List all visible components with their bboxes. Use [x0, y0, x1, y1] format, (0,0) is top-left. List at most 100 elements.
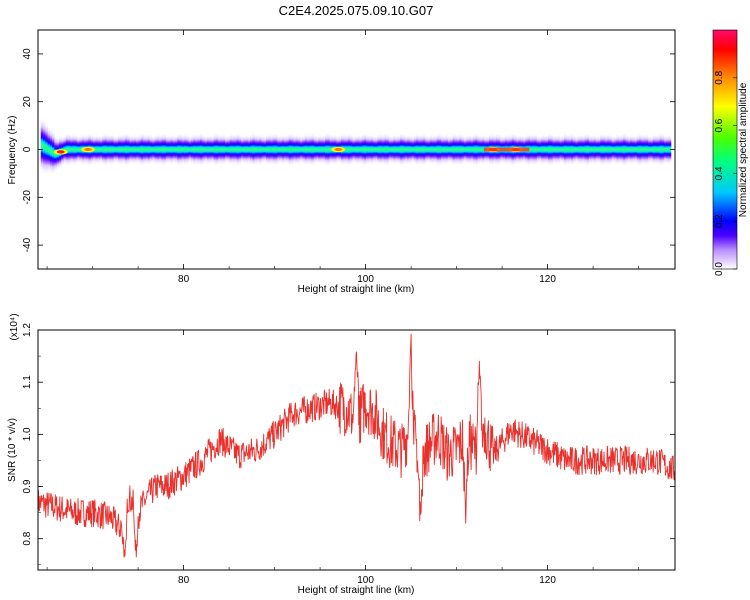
spectral-band-segment — [381, 133, 385, 166]
snr-y-tick-label: 0.8 — [22, 531, 33, 545]
colorbar-tick-label: 0.2 — [714, 214, 725, 228]
spectral-band-segment — [97, 134, 101, 165]
spectral-band-segment — [295, 133, 299, 166]
spectral-band-segment — [284, 134, 287, 165]
spectral-band-segment — [434, 134, 437, 165]
spectral-band-segment — [79, 134, 83, 165]
spectral-band-segment — [584, 133, 588, 166]
spectral-band-segment — [206, 134, 210, 165]
spectral-band-segment — [618, 134, 622, 165]
spectral-band-segment — [104, 132, 108, 167]
spectral-band-segment — [134, 134, 137, 165]
spectral-band-segment — [429, 133, 433, 166]
spectrogram-x-label: Height of straight line (km) — [298, 284, 415, 295]
spectral-band-segment — [54, 135, 58, 173]
spectral-band-segment — [277, 134, 281, 165]
spectral-band-segment — [393, 133, 397, 166]
spectral-band-segment — [413, 133, 417, 166]
spectral-band-segment — [668, 134, 672, 165]
spectral-band-segment — [577, 134, 581, 165]
spectral-band-segment — [165, 134, 169, 165]
spectral-band-segment — [268, 133, 271, 166]
spectral-band-segment — [598, 134, 601, 165]
spectral-band-segment — [397, 134, 401, 165]
spectral-band-segment — [529, 133, 533, 166]
snr-y-multiplier: (x10⁴) — [9, 313, 20, 340]
figure-title: C2E4.2025.075.09.10.G07 — [279, 3, 434, 18]
spectral-band-segment — [45, 121, 48, 176]
spectral-band-segment — [306, 133, 310, 166]
spectral-band-segment — [616, 133, 619, 166]
spectral-band-segment — [359, 134, 362, 165]
spectral-band-segment — [627, 134, 631, 165]
spectral-band-segment — [320, 134, 324, 165]
spectral-band-segment — [422, 132, 426, 167]
spectral-band-segment — [74, 133, 78, 166]
colorbar-tick-label: 0.0 — [714, 262, 725, 276]
spectral-band-segment — [661, 133, 665, 166]
spectral-band-segment — [190, 134, 194, 165]
spectral-band-segment — [543, 134, 547, 165]
spectral-band-segment — [566, 133, 569, 166]
spectral-band-segment — [143, 133, 146, 166]
spectral-hotspot — [84, 147, 93, 152]
spectral-band-segment — [72, 133, 76, 166]
spectral-band-segment — [229, 133, 233, 166]
spectral-band-segment — [345, 133, 349, 166]
spectral-band-segment — [147, 133, 151, 166]
spectral-band-segment — [391, 134, 394, 165]
spectral-band-segment — [124, 132, 128, 167]
spectral-band-segment — [215, 132, 219, 167]
spectrogram-y-tick-label: 40 — [22, 48, 33, 60]
spectral-band-segment — [350, 133, 353, 166]
spectral-band-segment — [297, 134, 301, 165]
spectral-band-segment — [231, 133, 235, 166]
spectrogram-panel: 80 100 120 -40 -20 0 20 40 Height of straight l… — [7, 29, 676, 295]
spectral-band-segment — [347, 132, 351, 167]
spectral-band-segment — [548, 132, 551, 167]
spectral-band-segment — [568, 133, 572, 166]
spectral-band-segment — [254, 133, 258, 166]
spectral-band-segment — [263, 135, 267, 164]
spectral-band-segment — [582, 134, 585, 165]
spectral-band-segment — [445, 133, 449, 166]
spectral-band-segment — [136, 135, 139, 164]
spectral-band-segment — [586, 132, 590, 167]
spectral-band-segment — [600, 132, 604, 167]
spectral-band-segment — [416, 132, 419, 167]
snr-y-tick-label: 1.0 — [22, 427, 33, 441]
spectral-band-segment — [120, 133, 124, 166]
spectral-band-segment — [243, 134, 246, 165]
spectrogram-frame — [37, 29, 676, 270]
spectral-band-segment — [211, 134, 215, 165]
spectral-band-segment — [441, 134, 444, 165]
spectral-band-segment — [654, 133, 658, 166]
spectral-band-segment — [149, 134, 153, 165]
spectral-band-segment — [304, 133, 308, 166]
spectral-band-segment — [643, 133, 647, 166]
spectral-band-segment — [250, 133, 253, 166]
spectral-band-segment — [664, 134, 667, 165]
snr-panel: 80 100 120 0.8 0.9 1.0 1.1 1.2 Height of straig… — [7, 313, 676, 596]
spectral-band-segment — [468, 133, 472, 166]
spectral-band-segment — [368, 134, 372, 165]
spectral-band-segment — [197, 133, 201, 166]
spectral-band-segment — [472, 133, 476, 166]
spectral-band-segment — [652, 133, 656, 166]
spectral-band-segment — [377, 133, 381, 166]
spectral-band-segment — [302, 134, 306, 165]
spectral-band-segment — [563, 132, 567, 167]
spectral-band-segment — [475, 132, 478, 167]
spectral-band-segment — [202, 134, 205, 165]
spectral-band-segment — [222, 133, 226, 166]
spectral-band-segment — [281, 133, 285, 166]
spectral-band-segment — [591, 134, 594, 165]
spectrogram-y-tick-label: -40 — [22, 237, 33, 252]
spectral-band — [40, 116, 672, 176]
spectral-band-segment — [438, 132, 442, 167]
spectral-band-segment — [561, 134, 565, 165]
spectral-band-segment — [199, 132, 203, 167]
spectral-band-segment — [657, 134, 660, 165]
spectral-band-segment — [68, 133, 71, 166]
spectral-band-segment — [327, 132, 331, 167]
